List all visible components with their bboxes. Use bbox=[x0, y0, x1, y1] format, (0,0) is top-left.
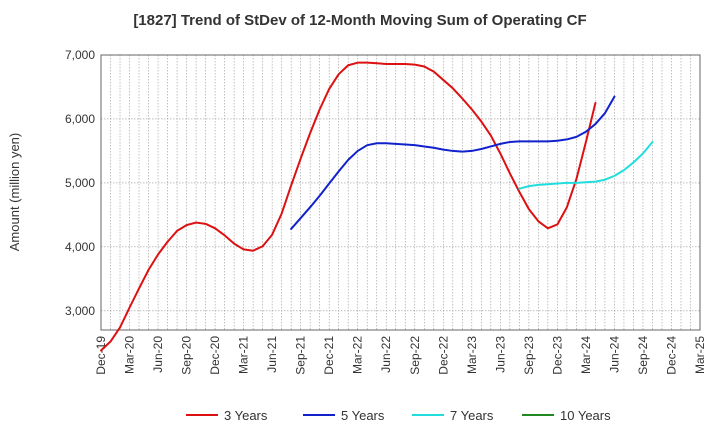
x-tick-label: Mar-22 bbox=[351, 336, 365, 374]
y-tick-label: 7,000 bbox=[65, 48, 95, 62]
x-tick-label: Sep-20 bbox=[180, 336, 194, 375]
x-tick-label: Mar-20 bbox=[123, 336, 137, 374]
x-tick-label: Mar-21 bbox=[237, 336, 251, 374]
x-tick-label: Dec-23 bbox=[550, 336, 564, 375]
series-line-3-years bbox=[100, 61, 597, 352]
x-tick-label: Jun-23 bbox=[493, 336, 507, 373]
plot-area-frame bbox=[100, 54, 701, 331]
y-tick-label: 5,000 bbox=[65, 176, 95, 190]
x-tick-label: Jun-22 bbox=[379, 336, 393, 373]
chart-title: [1827] Trend of StDev of 12-Month Moving… bbox=[133, 12, 586, 29]
grid bbox=[101, 54, 700, 330]
legend-label: 7 Years bbox=[450, 408, 494, 423]
x-tick-label: Mar-23 bbox=[465, 336, 479, 374]
y-axis-label: Amount (million yen) bbox=[7, 133, 22, 252]
x-tick-label: Dec-20 bbox=[208, 336, 222, 375]
x-tick-label: Jun-21 bbox=[265, 336, 279, 373]
x-tick-label: Dec-24 bbox=[664, 336, 678, 375]
x-tick-label: Sep-21 bbox=[294, 336, 308, 375]
x-tick-label: Sep-22 bbox=[408, 336, 422, 375]
x-tick-label: Sep-24 bbox=[636, 336, 650, 375]
legend: 3 Years 5 Years 7 Years 10 Years bbox=[186, 408, 611, 423]
y-tick-label: 6,000 bbox=[65, 112, 95, 126]
legend-label: 3 Years bbox=[224, 408, 268, 423]
x-tick-label: Sep-23 bbox=[522, 336, 536, 375]
legend-label: 10 Years bbox=[560, 408, 611, 423]
series-lines bbox=[100, 61, 654, 352]
series-line-7-years bbox=[518, 140, 654, 190]
x-tick-label: Dec-19 bbox=[94, 336, 108, 375]
x-tick-label: Dec-21 bbox=[322, 336, 336, 375]
x-tick-label: Mar-25 bbox=[693, 336, 707, 374]
x-tick-label: Mar-24 bbox=[579, 336, 593, 374]
x-tick-label: Dec-22 bbox=[436, 336, 450, 375]
legend-label: 5 Years bbox=[341, 408, 385, 423]
series-line-5-years bbox=[290, 95, 616, 230]
axes: 3,000 4,000 5,000 6,000 7,000 Dec-19 Mar-20 Jun… bbox=[65, 48, 707, 375]
x-tick-label: Jun-20 bbox=[151, 336, 165, 373]
x-tick-label: Jun-24 bbox=[607, 336, 621, 373]
y-tick-label: 4,000 bbox=[65, 240, 95, 254]
y-tick-label: 3,000 bbox=[65, 304, 95, 318]
